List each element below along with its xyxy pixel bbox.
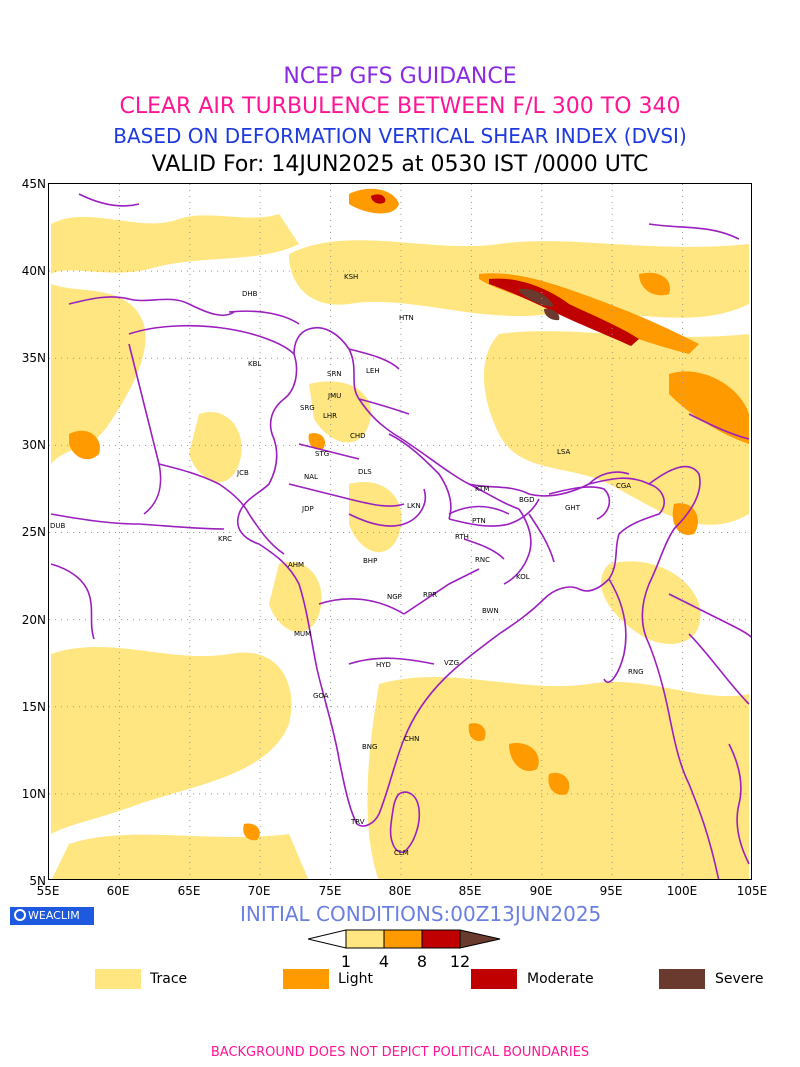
colorbar-light-box [383, 929, 423, 949]
station-label: CHD [350, 432, 366, 440]
colorbar-tick-label: 12 [449, 952, 471, 971]
station-label: LHR [323, 412, 338, 420]
colorbar-high-arrow [459, 929, 501, 949]
station-label: DHB [242, 290, 258, 298]
lat-tick-label: 15N [21, 700, 46, 714]
weaclim-logo: WEACLIM [10, 907, 94, 925]
lat-tick-label: 10N [21, 787, 46, 801]
station-label: PTN [472, 517, 486, 525]
station-label: NGP [387, 593, 402, 601]
lon-tick-label: 100E [666, 884, 698, 898]
footer-disclaimer: BACKGROUND DOES NOT DEPICT POLITICAL BOU… [210, 1045, 590, 1060]
station-label: BWN [482, 607, 499, 615]
logo-ring-icon [14, 909, 26, 921]
lon-tick-label: 55E [36, 884, 60, 898]
station-label: JMU [328, 392, 342, 400]
station-label: BGD [519, 496, 535, 504]
station-label: STG [315, 450, 330, 458]
colorbar-tick-label: 8 [416, 952, 428, 971]
legend-label-light: Light [338, 971, 373, 987]
station-label: KBL [248, 360, 262, 368]
map-canvas [49, 184, 751, 879]
lat-tick-label: 35N [21, 351, 46, 365]
colorbar-trace-box [345, 929, 385, 949]
lon-tick-label: 65E [177, 884, 201, 898]
lon-tick-label: 80E [388, 884, 412, 898]
legend-label-moderate: Moderate [527, 971, 594, 987]
station-label: LSA [557, 448, 571, 456]
station-label: CGA [616, 482, 632, 490]
logo-text: WEACLIM [28, 909, 80, 922]
title-line-1: NCEP GFS GUIDANCE [283, 64, 517, 89]
station-label: KRC [218, 535, 232, 543]
station-label: NAL [304, 473, 318, 481]
station-label: DLS [358, 468, 372, 476]
station-label: RTH [455, 533, 469, 541]
title-line-3: BASED ON DEFORMATION VERTICAL SHEAR INDE… [113, 124, 687, 148]
station-label: KSH [344, 273, 359, 281]
initial-conditions: INITIAL CONDITIONS:00Z13JUN2025 [240, 902, 602, 926]
lat-tick-label: 30N [21, 438, 46, 452]
station-label: MUM [294, 630, 312, 638]
station-label: CHN [404, 735, 420, 743]
legend-swatch-light [283, 969, 329, 989]
station-label: RPR [423, 591, 437, 599]
lat-tick-label: 45N [21, 177, 46, 191]
legend-swatch-trace [95, 969, 141, 989]
colorbar-tick-label: 1 [340, 952, 352, 971]
lon-tick-label: 75E [318, 884, 342, 898]
legend-label-trace: Trace [150, 971, 188, 987]
station-label: AHM [288, 561, 305, 569]
station-label: KOL [516, 573, 530, 581]
station-label: LEH [366, 367, 380, 375]
lon-tick-label: 105E [736, 884, 768, 898]
turbulence-map [48, 183, 752, 880]
lat-tick-label: 25N [21, 525, 46, 539]
colorbar-moderate-box [421, 929, 461, 949]
boundary-lines [50, 193, 751, 879]
legend-swatch-severe [659, 969, 705, 989]
lon-tick-label: 95E [599, 884, 623, 898]
lon-tick-label: 70E [247, 884, 271, 898]
station-label: SRN [327, 370, 342, 378]
lat-tick-label: 20N [21, 613, 46, 627]
colorbar-tick-label: 4 [378, 952, 390, 971]
valid-time: VALID For: 14JUN2025 at 0530 IST /0000 U… [151, 152, 649, 177]
lat-tick-label: 40N [21, 264, 46, 278]
station-label: HTN [399, 314, 414, 322]
station-label: SRG [300, 404, 315, 412]
station-label: KTM [475, 485, 490, 493]
station-label: LKN [407, 502, 421, 510]
station-label: VZG [444, 659, 460, 667]
station-label: HYD [376, 661, 391, 669]
station-label: BHP [363, 557, 378, 565]
lon-tick-label: 60E [106, 884, 130, 898]
severe-areas [519, 288, 560, 321]
legend-swatch-moderate [471, 969, 517, 989]
station-label: JCB [237, 469, 249, 477]
lat-tick-label: 5N [29, 874, 46, 888]
station-label: BNG [362, 743, 378, 751]
lon-tick-label: 90E [529, 884, 553, 898]
station-label: CLM [394, 849, 409, 857]
map-gridlines [49, 184, 751, 879]
colorbar [308, 929, 501, 949]
station-label: GOA [313, 692, 329, 700]
lon-tick-label: 85E [458, 884, 482, 898]
title-line-2: CLEAR AIR TURBULENCE BETWEEN F/L 300 TO … [119, 94, 681, 119]
station-label: GHT [565, 504, 580, 512]
station-label: RNC [475, 556, 490, 564]
station-label: DUB [50, 522, 66, 530]
station-label: RNG [628, 668, 644, 676]
legend-label-severe: Severe [715, 971, 764, 987]
station-label: JDP [302, 505, 314, 513]
colorbar-low-arrow [308, 929, 347, 949]
station-label: TRV [351, 818, 365, 826]
